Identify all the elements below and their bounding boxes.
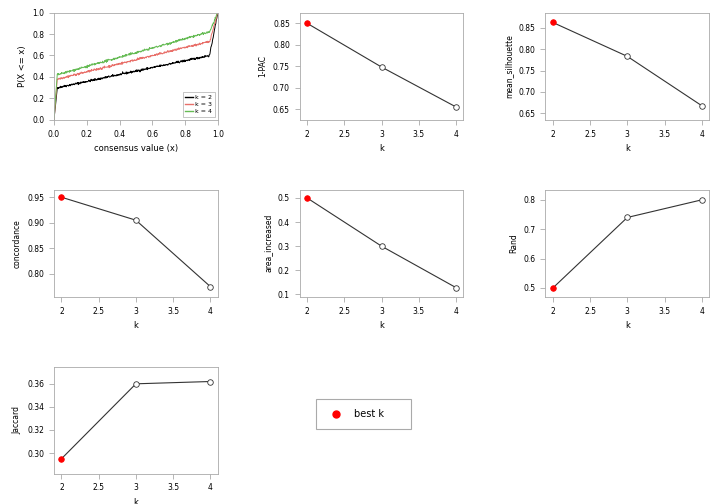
k = 4 — [127, 51, 136, 57]
k = 3 — [184, 43, 192, 49]
Line: k = 4: k = 4 — [54, 13, 217, 119]
k = 3 — [127, 57, 136, 63]
k = 4 — [210, 20, 218, 26]
k = 2 — [184, 57, 192, 63]
Legend: k = 2, k = 3, k = 4: k = 2, k = 3, k = 4 — [183, 92, 215, 117]
k = 4 — [147, 45, 156, 51]
k = 3 — [128, 58, 137, 65]
k = 4 — [50, 116, 58, 122]
k = 4 — [184, 35, 192, 41]
k = 2 — [138, 66, 147, 72]
Line: k = 3: k = 3 — [54, 13, 217, 119]
k = 3 — [147, 52, 156, 58]
k = 3 — [210, 23, 218, 29]
k = 3 — [50, 116, 58, 122]
k = 3 — [213, 10, 222, 16]
Line: k = 2: k = 2 — [54, 13, 217, 119]
k = 2 — [147, 65, 156, 71]
k = 2 — [50, 116, 58, 122]
k = 2 — [128, 69, 137, 75]
k = 3 — [138, 54, 147, 60]
Y-axis label: mean_silhouette: mean_silhouette — [504, 34, 513, 98]
X-axis label: k: k — [625, 321, 630, 330]
X-axis label: k: k — [625, 144, 630, 153]
X-axis label: k: k — [379, 321, 384, 330]
k = 2 — [213, 10, 222, 16]
Y-axis label: P(X <= x): P(X <= x) — [17, 45, 27, 87]
k = 4 — [128, 51, 137, 57]
X-axis label: k: k — [133, 321, 138, 330]
k = 4 — [213, 10, 222, 16]
k = 2 — [210, 31, 218, 37]
X-axis label: k: k — [379, 144, 384, 153]
Text: best k: best k — [354, 409, 384, 419]
Y-axis label: 1-PAC: 1-PAC — [258, 55, 267, 77]
X-axis label: consensus value (x): consensus value (x) — [94, 144, 178, 153]
k = 4 — [138, 47, 147, 53]
Y-axis label: area_increased: area_increased — [264, 214, 272, 272]
k = 2 — [127, 69, 136, 75]
Y-axis label: Rand: Rand — [509, 233, 518, 253]
Y-axis label: Jaccard: Jaccard — [13, 406, 22, 434]
Y-axis label: concordance: concordance — [13, 219, 22, 268]
X-axis label: k: k — [133, 498, 138, 504]
